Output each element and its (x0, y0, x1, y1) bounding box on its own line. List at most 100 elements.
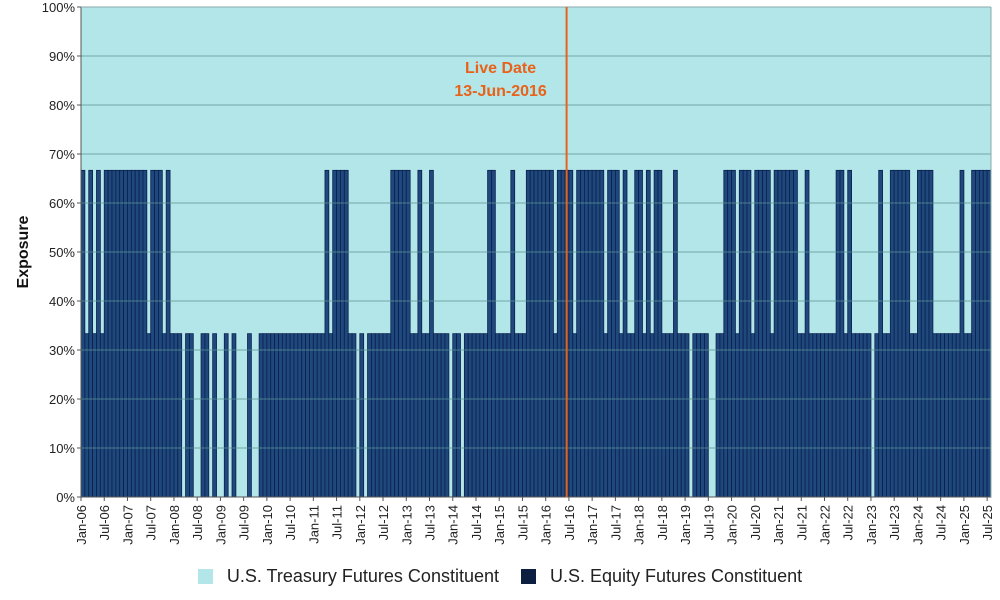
equity-bar (886, 333, 891, 498)
equity-bar (479, 333, 485, 498)
equity-bar (948, 333, 953, 498)
x-tick-label: Jan-25 (957, 505, 972, 545)
equity-bar (669, 333, 674, 498)
equity-bar (572, 333, 578, 498)
y-axis-label: Exposure (15, 215, 32, 288)
x-tick-labels: Jan-06 Jul-06 Jan-07 Jul-07 Jan-08 Jul-08 Jan-… (74, 497, 995, 545)
equity-bar (750, 333, 756, 498)
equity-bar (518, 333, 523, 498)
equity-bar (522, 333, 527, 498)
equity-bar (626, 333, 632, 498)
equity-bar (161, 333, 167, 498)
x-tick-label: Jan-09 (213, 505, 228, 545)
equity-bar (700, 333, 705, 498)
equity-bar (642, 333, 647, 498)
equity-bar (471, 333, 477, 498)
x-tick-label: Jul-18 (655, 505, 670, 540)
x-tick-label: Jan-22 (818, 505, 833, 545)
equity-bar (351, 333, 357, 498)
legend-swatch-equity (520, 568, 536, 584)
equity-bar (281, 333, 287, 498)
legend-swatch-treasury (197, 568, 213, 584)
equity-bar (440, 333, 446, 498)
equity-bar (421, 333, 427, 498)
equity-bar (297, 333, 303, 498)
equity-bar (936, 333, 942, 498)
equity-bar (851, 333, 856, 498)
equity-bar (223, 333, 229, 498)
equity-bar (212, 333, 217, 498)
x-tick-label: Jan-20 (725, 505, 740, 545)
x-tick-label: Jul-16 (562, 505, 577, 540)
equity-bar (432, 333, 438, 498)
equity-bar (452, 333, 458, 498)
live-date-value: 13-Jun-2016 (454, 83, 547, 100)
x-tick-label: Jan-17 (585, 505, 600, 545)
equity-bar (456, 333, 461, 498)
x-tick-label: Jul-13 (423, 505, 438, 540)
equity-bar (92, 333, 97, 498)
equity-bar (262, 333, 268, 498)
y-tick-label: 50% (49, 245, 75, 260)
equity-bar (843, 333, 849, 498)
equity-bar (692, 333, 698, 498)
equity-bar (932, 333, 938, 498)
equity-bar (769, 333, 775, 498)
equity-bar (618, 333, 624, 498)
equity-bar (200, 333, 206, 498)
equity-bar (270, 333, 276, 498)
equity-bar (266, 333, 272, 498)
legend-item-equity: U.S. Equity Futures Constituent (520, 566, 802, 587)
equity-bar (231, 333, 237, 498)
equity-bar (347, 333, 353, 498)
y-tick-label: 80% (49, 98, 75, 113)
x-tick-label: Jan-19 (678, 505, 693, 545)
equity-bar (425, 333, 430, 498)
equity-bar (649, 333, 655, 498)
y-tick-labels: 0% 10% 20% 30% 40% 50% 60% 70% 80% 90% 100% (42, 0, 81, 505)
equity-bar (696, 333, 701, 498)
x-tick-label: Jul-11 (330, 505, 345, 539)
equity-bar (715, 333, 721, 498)
y-tick-label: 60% (49, 196, 75, 211)
equity-bar (328, 333, 334, 498)
x-tick-label: Jul-17 (608, 505, 623, 540)
equity-bar (309, 333, 314, 498)
equity-bar (378, 333, 384, 498)
equity-bar (289, 333, 295, 498)
equity-bar (371, 333, 376, 498)
equity-bar (502, 333, 508, 498)
x-tick-label: Jan-15 (492, 505, 507, 545)
equity-bar (146, 333, 152, 498)
equity-bar (866, 333, 872, 498)
equity-bar (882, 333, 887, 498)
equity-bar (862, 333, 868, 498)
x-tick-label: Jul-25 (980, 505, 995, 540)
equity-bar (831, 333, 837, 498)
y-tick-label: 90% (49, 49, 75, 64)
equity-bar (506, 333, 512, 498)
x-tick-label: Jul-08 (190, 505, 205, 540)
gridlines (81, 6, 991, 449)
legend-item-treasury: U.S. Treasury Futures Constituent (197, 566, 499, 587)
equity-bar (735, 333, 740, 498)
equity-bar (463, 333, 469, 498)
equity-bar (684, 333, 690, 498)
x-tick-label: Jul-23 (887, 505, 902, 540)
x-tick-label: Jul-20 (748, 505, 763, 540)
equity-bar (173, 333, 179, 498)
x-tick-label: Jan-08 (167, 505, 182, 545)
equity-bar (359, 333, 365, 498)
equity-bar (816, 333, 822, 498)
x-tick-label: Jan-11 (306, 505, 321, 544)
x-tick-label: Jan-21 (771, 505, 786, 545)
equity-bar (824, 333, 829, 498)
equity-bar (630, 333, 636, 498)
x-tick-label: Jan-16 (539, 505, 554, 545)
equity-bar (955, 333, 961, 498)
equity-bar (967, 333, 973, 498)
x-tick-label: Jan-14 (446, 505, 461, 545)
live-date-label: Live Date (465, 60, 536, 77)
equity-bar (99, 333, 105, 498)
